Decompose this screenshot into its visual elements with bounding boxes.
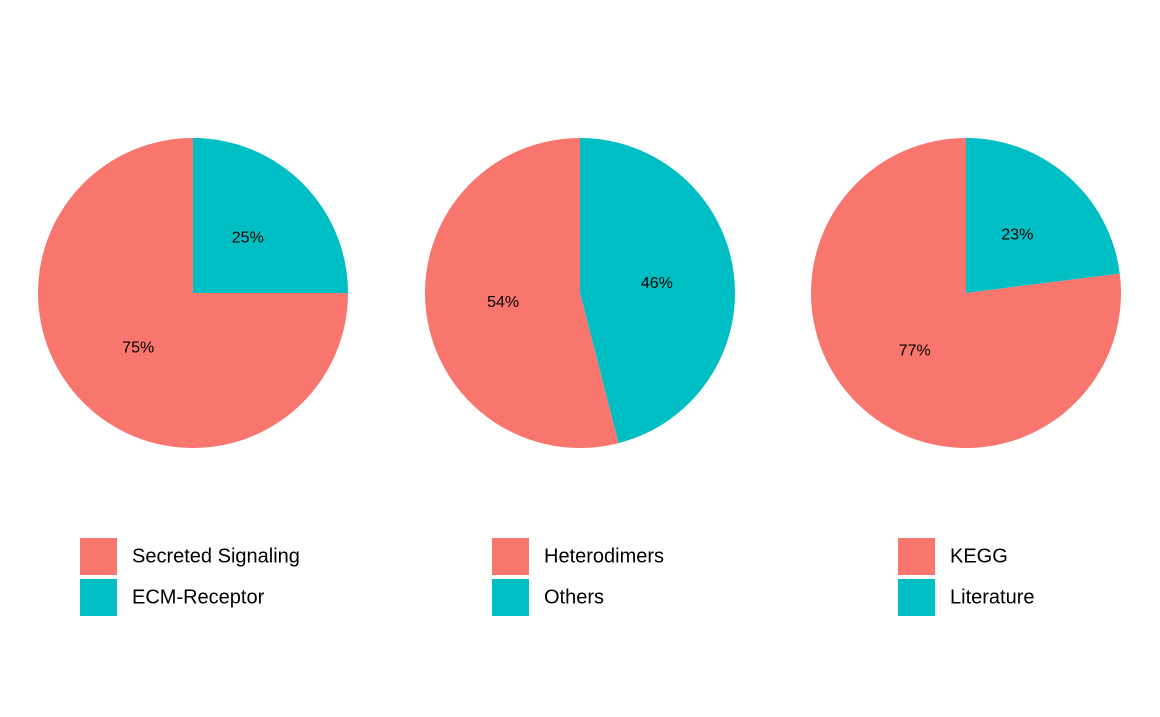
slice-label-others: 46% [641, 275, 673, 292]
legend-key-others [492, 579, 529, 616]
legend-label-kegg: KEGG [950, 546, 1008, 568]
legend-key-ecm-receptor [80, 579, 117, 616]
pie-chart-3: 23% 77% [811, 138, 1122, 448]
pie-slice-kegg [811, 138, 1122, 448]
pie-slice-literature [966, 138, 1120, 293]
pie-slice-secreted-signaling [38, 138, 348, 448]
legend-key-heterodimers [492, 538, 529, 575]
legend-key-literature [898, 579, 935, 616]
slice-label-kegg: 77% [899, 343, 931, 360]
legend-label-literature: Literature [950, 587, 1035, 609]
slice-label-literature: 23% [1001, 226, 1033, 243]
slice-label-heterodimers: 54% [487, 294, 519, 311]
slice-label-ecm-receptor: 25% [232, 230, 264, 247]
legend-label-others: Others [544, 587, 604, 609]
slice-label-secreted-signaling: 75% [122, 339, 154, 356]
legend-key-secreted-signaling [80, 538, 117, 575]
pie-slice-others [580, 138, 736, 444]
pie-chart-1: 25% 75% [38, 138, 348, 448]
legend-key-kegg [898, 538, 935, 575]
legend-label-secreted-signaling: Secreted Signaling [132, 546, 300, 568]
pie-slice-ecm-receptor [193, 138, 348, 293]
legend-label-ecm-receptor: ECM-Receptor [132, 587, 265, 609]
pie-slice-heterodimers [425, 138, 619, 448]
legend-label-heterodimers: Heterodimers [544, 546, 664, 568]
legend-2: Heterodimers Others [492, 538, 664, 616]
legend-1: Secreted Signaling ECM-Receptor [80, 538, 300, 616]
pie-chart-2: 46% 54% [425, 138, 736, 448]
legend-3: KEGG Literature [898, 538, 1035, 616]
